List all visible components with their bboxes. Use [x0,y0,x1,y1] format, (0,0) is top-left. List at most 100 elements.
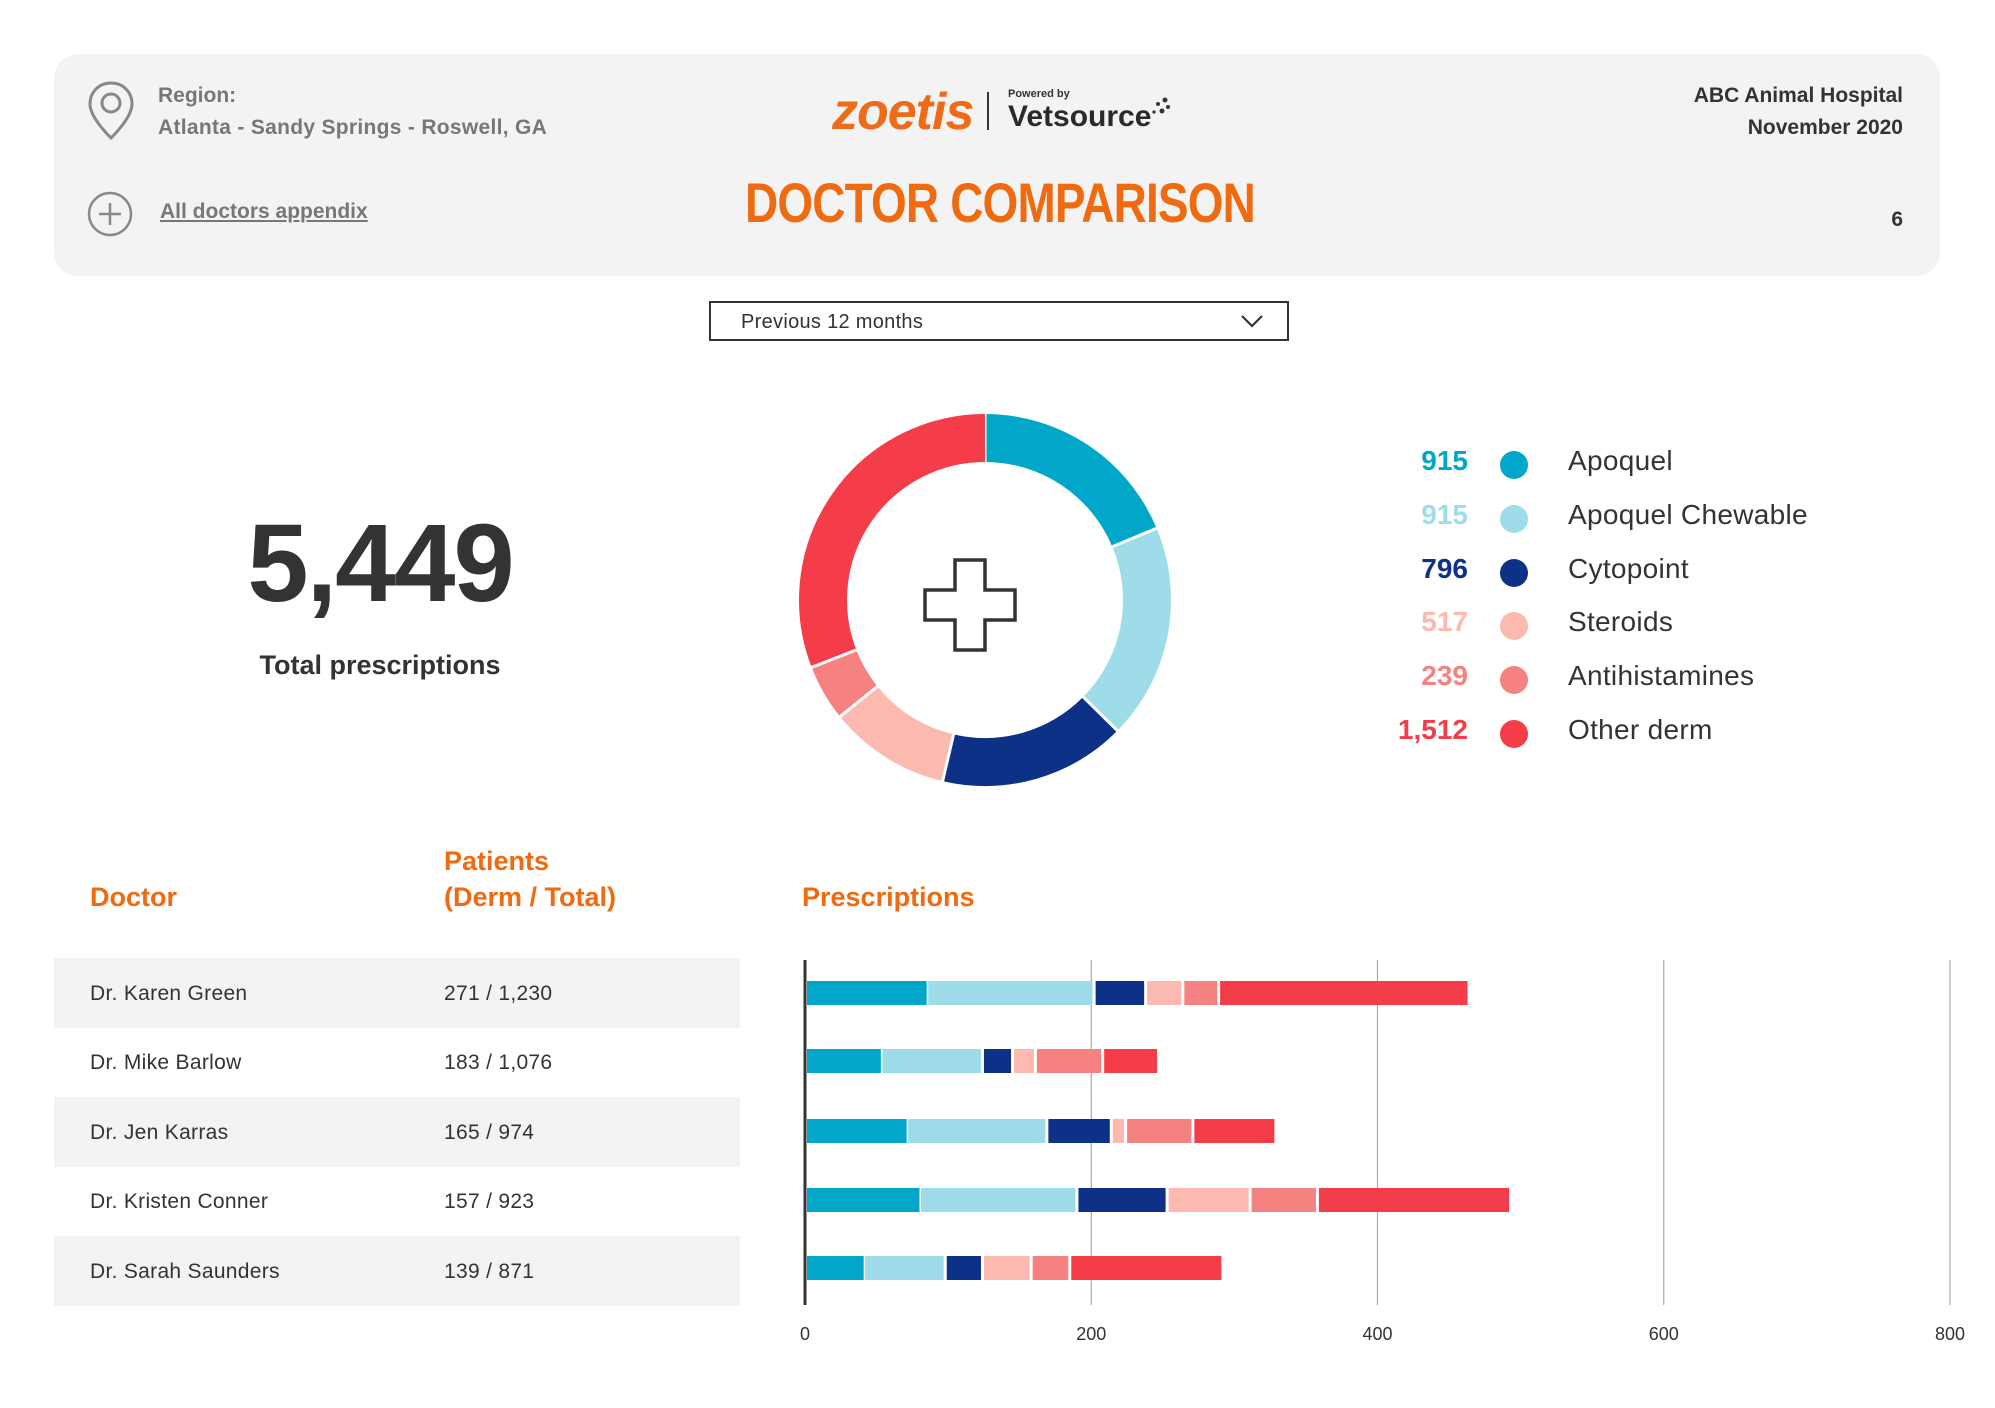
x-tick-label: 200 [1076,1324,1106,1344]
table-row: Dr. Sarah Saunders 139 / 871 [54,1236,740,1306]
legend-label: Apoquel [1568,445,1673,476]
page-number: 6 [1891,208,1903,231]
bar-segment-apoquel [807,1188,920,1212]
donut-separator [1109,526,1160,549]
bar-segment-other-derm [1194,1119,1275,1143]
doctor-name: Dr. Mike Barlow [90,1051,242,1074]
period-dropdown-value: Previous 12 months [741,311,924,333]
legend-item: 915 Apoquel Chewable [1380,495,1960,535]
x-tick-label: 600 [1649,1324,1679,1344]
legend-color-dot [1500,451,1528,479]
bar-segment-cytopoint [946,1256,981,1280]
bar-segment-steroids [1147,981,1182,1005]
doctor-column-header: Doctor [90,882,177,912]
patient-counts: 271 / 1,230 [444,982,553,1005]
vetsource-logo: Vetsource [1008,100,1152,133]
x-tick-label: 800 [1935,1324,1965,1344]
legend-color-dot [1500,612,1528,640]
donut-slice-antihistamines [811,649,878,717]
period-dropdown[interactable]: Previous 12 months [709,301,1289,341]
hospital-name: ABC Animal Hospital [1693,84,1903,107]
donut-slice-cytopoint [942,696,1118,786]
legend-item: 796 Cytopoint [1380,549,1960,589]
doctor-name: Dr. Karen Green [90,982,248,1005]
legend-value: 796 [1421,553,1468,584]
patients-column-header-line1: Patients [444,846,550,876]
table-row: Dr. Mike Barlow 183 / 1,076 [54,1027,740,1097]
donut-slice-apoquel [984,414,1157,548]
bar-segment-steroids [1014,1049,1034,1073]
region-value: Atlanta - Sandy Springs - Roswell, GA [158,116,548,139]
donut-separator [809,647,859,670]
zoetis-logo: zoetis [832,83,974,141]
all-doctors-appendix-link[interactable]: All doctors appendix [160,200,368,223]
x-tick-label: 0 [800,1324,810,1344]
legend-label: Cytopoint [1568,553,1689,584]
legend-color-dot [1500,559,1528,587]
doctor-name: Dr. Jen Karras [90,1121,229,1144]
bar-segment-cytopoint [1048,1119,1110,1143]
patient-counts: 157 / 923 [444,1190,535,1213]
page-title: DOCTOR COMPARISON [745,171,1256,234]
legend-label: Antihistamines [1568,660,1755,691]
doctor-name: Dr. Sarah Saunders [90,1260,280,1283]
donut-separator [1080,694,1120,734]
legend-color-dot [1500,720,1528,748]
doctor-name: Dr. Kristen Conner [90,1190,269,1213]
bar-segment-cytopoint [1078,1188,1166,1212]
bar-segment-other-derm [1220,981,1468,1005]
report-date: November 2020 [1747,116,1903,139]
bar-segment-apoquel-chewable [928,981,1093,1005]
legend-value: 517 [1421,606,1468,637]
table-row: Dr. Karen Green 271 / 1,230 [54,958,740,1028]
legend-item: 1,512 Other derm [1380,710,1960,750]
bar-segment-apoquel [807,1049,881,1073]
patient-counts: 183 / 1,076 [444,1051,553,1074]
plus-circle-icon[interactable] [86,190,134,238]
legend-item: 239 Antihistamines [1380,656,1960,696]
bar-segment-other-derm [1104,1049,1158,1073]
bar-segment-antihistamines [1127,1119,1192,1143]
total-prescriptions-value: 5,449 [247,502,514,625]
donut-slice-other-derm [799,414,986,668]
logo-divider [987,92,989,130]
donut-slice-steroids [840,685,955,782]
bar-segment-cytopoint [983,1049,1012,1073]
vetsource-dots-icon [1152,97,1170,114]
bar-segment-antihistamines [1184,981,1218,1005]
bar-segment-apoquel-chewable [921,1188,1076,1212]
bar-segment-apoquel-chewable [882,1049,981,1073]
legend-value: 915 [1421,445,1468,476]
bar-segment-apoquel [807,1119,907,1143]
prescriptions-bar-chart: 0 200 400 600 800 [800,960,1965,1344]
bar-segment-steroids [1168,1188,1249,1212]
medical-cross-icon [923,558,1017,652]
patient-counts: 165 / 974 [444,1121,535,1144]
legend-value: 239 [1421,660,1468,691]
bar-segment-apoquel [807,981,927,1005]
legend-value: 915 [1421,499,1468,530]
chevron-down-icon [1241,315,1263,328]
total-prescriptions-label: Total prescriptions [259,650,501,680]
header-panel [54,54,1940,276]
legend-value: 1,512 [1397,714,1468,745]
bar-segment-antihistamines [1036,1049,1102,1073]
table-row: Dr. Jen Karras 165 / 974 [54,1097,740,1167]
donut-separator [940,732,956,784]
bar-segment-cytopoint [1095,981,1145,1005]
bar-segment-other-derm [1318,1188,1510,1212]
region-label: Region: [158,84,237,107]
legend-color-dot [1500,505,1528,533]
bar-segment-apoquel [807,1256,864,1280]
patient-counts: 139 / 871 [444,1260,535,1283]
bar-segment-antihistamines [1032,1256,1069,1280]
legend-label: Steroids [1568,606,1674,637]
prescriptions-column-header: Prescriptions [802,882,975,912]
legend-label: Other derm [1568,714,1713,745]
legend-item: 517 Steroids [1380,602,1960,642]
donut-slice-apoquel-chewable [1082,528,1171,731]
donut-separator [837,684,880,719]
patients-column-header-line2: (Derm / Total) [444,882,617,912]
table-row: Dr. Kristen Conner 157 / 923 [54,1166,740,1236]
bar-segment-steroids [1112,1119,1125,1143]
